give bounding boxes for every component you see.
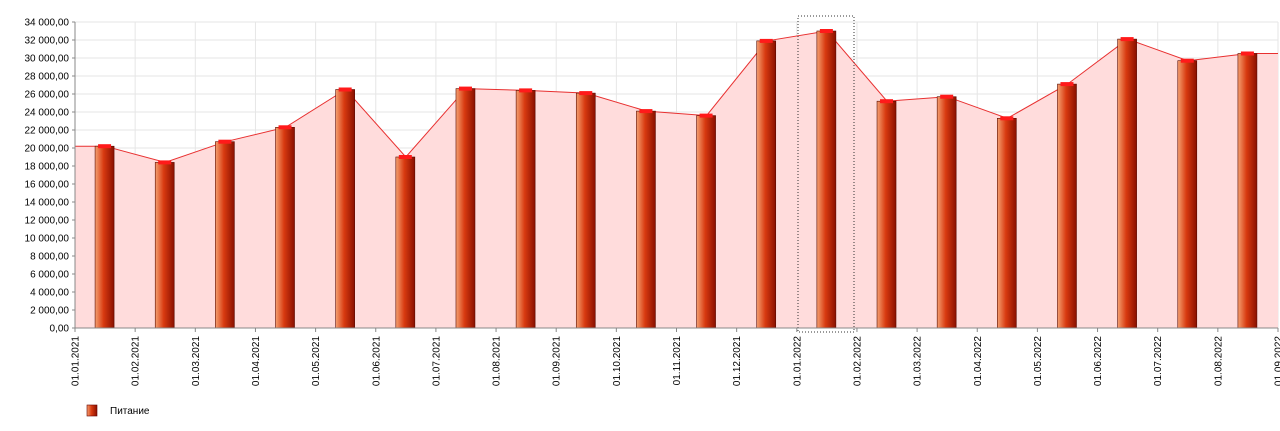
legend-label: Питание <box>110 406 150 417</box>
y-tick-label: 8 000,00 <box>30 252 69 263</box>
x-tick-label: 01.02.2022 <box>852 336 863 386</box>
bar <box>575 92 596 329</box>
bar-cap <box>759 38 773 43</box>
y-tick-label: 2 000,00 <box>30 306 69 317</box>
x-tick-label: 01.09.2021 <box>552 336 563 386</box>
bar <box>94 145 115 329</box>
y-tick-label: 14 000,00 <box>25 198 70 209</box>
x-tick-label: 01.10.2021 <box>612 336 623 386</box>
bar <box>1177 60 1198 329</box>
x-tick-label: 01.01.2021 <box>71 336 82 386</box>
bar-cap <box>940 94 954 99</box>
bar-cap <box>398 155 412 159</box>
selection-box <box>797 15 855 333</box>
bar <box>335 89 355 329</box>
x-tick-label: 01.12.2021 <box>732 336 743 386</box>
bar-cap <box>458 86 472 91</box>
bar <box>696 115 716 329</box>
bar-cap <box>278 125 292 130</box>
bar <box>636 110 656 329</box>
x-tick-label: 01.04.2021 <box>251 336 262 386</box>
bar-cap <box>158 160 172 165</box>
bar <box>154 162 175 329</box>
bar-cap <box>1000 116 1014 121</box>
y-tick-label: 34 000,00 <box>25 18 70 29</box>
y-tick-label: 22 000,00 <box>25 126 70 137</box>
bar <box>515 90 536 329</box>
x-tick-label: 01.11.2021 <box>672 336 683 386</box>
x-tick-label: 01.02.2021 <box>131 336 142 386</box>
area <box>105 31 1248 328</box>
y-tick-label: 28 000,00 <box>25 72 70 83</box>
y-tick-label: 18 000,00 <box>25 162 70 173</box>
bar <box>455 88 476 329</box>
x-tick-label: 01.08.2022 <box>1213 336 1224 386</box>
bar <box>756 40 777 329</box>
bar-cap <box>218 139 232 144</box>
y-tick-label: 0,00 <box>50 324 70 335</box>
bar-cap <box>819 29 833 33</box>
bar-cap <box>1240 51 1254 56</box>
y-tick-label: 24 000,00 <box>25 108 70 119</box>
x-tick-label: 01.07.2021 <box>431 336 442 386</box>
bar <box>215 141 235 329</box>
y-tick-label: 6 000,00 <box>30 270 69 281</box>
bar <box>997 118 1017 329</box>
bar <box>876 100 897 329</box>
bar <box>1057 83 1077 329</box>
bar-cap <box>880 99 894 104</box>
bar-cap <box>639 109 653 114</box>
y-tick-label: 16 000,00 <box>25 180 70 191</box>
bar-cap <box>519 88 533 93</box>
bar-cap <box>579 91 593 96</box>
bar <box>816 30 837 329</box>
x-tick-label: 01.04.2022 <box>973 336 984 386</box>
bar <box>936 96 957 329</box>
x-tick-label: 01.05.2021 <box>311 336 322 386</box>
bar-cap <box>699 113 713 118</box>
x-tick-label: 01.07.2022 <box>1153 336 1164 386</box>
x-tick-label: 01.03.2022 <box>913 336 924 386</box>
x-tick-label: 01.08.2021 <box>492 336 503 386</box>
y-tick-label: 12 000,00 <box>25 216 70 227</box>
y-tick-label: 30 000,00 <box>25 54 70 65</box>
x-tick-label: 01.06.2021 <box>371 336 382 386</box>
x-tick-label: 01.05.2022 <box>1033 336 1044 386</box>
bar <box>1117 38 1137 329</box>
y-tick-label: 26 000,00 <box>25 90 70 101</box>
y-tick-label: 20 000,00 <box>25 144 70 155</box>
bar-cap <box>1180 58 1194 63</box>
legend-swatch <box>86 404 98 417</box>
bar-cap <box>1060 82 1074 87</box>
bar <box>275 127 295 329</box>
bar-cap <box>98 144 112 149</box>
x-tick-label: 01.09.2022 <box>1274 336 1280 386</box>
y-tick-label: 32 000,00 <box>25 36 70 47</box>
x-tick-label: 01.06.2022 <box>1093 336 1104 386</box>
bar <box>1237 53 1258 329</box>
bar-cap <box>338 87 352 92</box>
bar <box>395 156 416 329</box>
x-tick-label: 01.03.2021 <box>191 336 202 386</box>
y-tick-label: 10 000,00 <box>25 234 70 245</box>
x-tick-label: 01.01.2022 <box>792 336 803 386</box>
y-tick-label: 4 000,00 <box>30 288 69 299</box>
bar-cap <box>1120 37 1134 42</box>
